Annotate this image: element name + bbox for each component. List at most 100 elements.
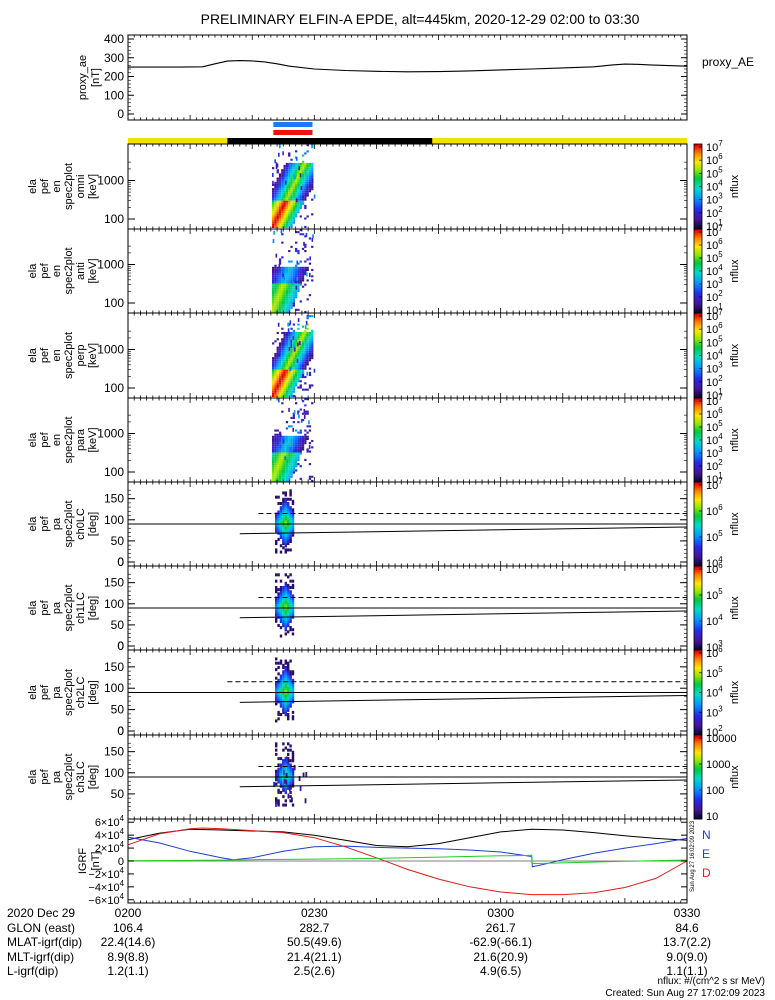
spectrogram-label-4: anti: [75, 262, 87, 280]
footer-value: 1.1(1.1): [666, 964, 708, 978]
spectrogram-ytick: 100: [104, 381, 124, 395]
pitch-angle-ytick: 100: [104, 766, 124, 780]
colorbar-tick: 104: [706, 555, 723, 570]
colorbar-tick: 105: [706, 334, 723, 349]
loss-cone-line: [239, 694, 688, 703]
figure-title: PRELIMINARY ELFIN-A EPDE, alt=445km, 202…: [201, 11, 640, 27]
pitch-angle-ytick: 0: [117, 639, 124, 653]
footer-label: GLON (east): [7, 920, 76, 935]
spectrogram-ytick: 1000: [97, 174, 124, 188]
proxy-ae-ytick: 0: [117, 107, 124, 121]
pitch-angle-ytick: 150: [104, 745, 124, 759]
spectrogram-label-5: [keV]: [87, 258, 99, 283]
loss-cone-line: [239, 779, 688, 788]
colorbar-tick: 101: [706, 387, 723, 402]
footer-value: 4.9(6.5): [479, 964, 522, 978]
colorbar-tick: 105: [706, 665, 723, 680]
igrf-legend-N: N: [702, 828, 711, 842]
igrf-series-D: [127, 827, 688, 896]
spectrogram-label-2: en: [51, 349, 63, 361]
colorbar-tick: 106: [706, 406, 723, 421]
spectrogram-label-1: pef: [39, 347, 51, 363]
colorbar-tick: 10: [706, 811, 718, 823]
igrf-ytick: 6×104: [95, 814, 125, 829]
igrf-ytick: −4×104: [88, 879, 124, 894]
spectrogram-label-2: en: [51, 434, 63, 446]
proxy-ae-right-label: proxy_AE: [702, 55, 754, 69]
colorbar-tick: 100: [706, 785, 724, 797]
pitch-angle-label-3: spec2plot: [63, 584, 75, 631]
spectrogram-label-5: [keV]: [87, 174, 99, 199]
colorbar-tick: 107: [706, 393, 723, 408]
igrf-series-Z: [127, 854, 688, 865]
colorbar-tick: 103: [706, 704, 723, 719]
colorbar-tick: 102: [706, 205, 723, 220]
footer-value: 13.7(2.2): [662, 935, 712, 949]
pitch-angle-ytick: 150: [104, 492, 124, 506]
pitch-angle-ytick-zero: 0: [117, 555, 124, 569]
colorbar-tick: 104: [706, 432, 723, 447]
footer-value: 261.7: [485, 920, 516, 935]
colorbar-tick: 103: [706, 276, 723, 291]
colorbar-tick: 101: [706, 471, 723, 486]
spectrogram-label-0: ela: [27, 263, 39, 279]
igrf-ytick: −6×104: [88, 892, 124, 907]
colorbar-tick: 105: [706, 250, 723, 265]
colorbar-tick: 106: [706, 321, 723, 336]
igrf-unit: [nT]: [90, 852, 102, 871]
proxy-ae-ytick: 200: [104, 70, 124, 84]
spectrogram-label-2: en: [51, 265, 63, 277]
colorbar-label: nflux: [729, 343, 741, 367]
pitch-angle-label-5: [deg]: [87, 596, 99, 620]
colorbar-tick: 107: [706, 139, 723, 154]
pitch-angle-label-4: ch2LC: [75, 677, 87, 709]
colorbar-tick: 106: [706, 237, 723, 252]
pitch-angle-ytick: 100: [104, 513, 124, 527]
loss-cone-line: [239, 526, 688, 535]
igrf-series-N: [127, 828, 688, 848]
igrf-series-E: [127, 836, 688, 868]
pitch-angle-label-2: pa: [51, 686, 63, 699]
pitch-angle-label-3: spec2plot: [63, 500, 75, 547]
pitch-angle-label-4: ch1LC: [75, 592, 87, 624]
created-timestamp: Created: Sun Aug 27 17:02:09 2023: [605, 988, 765, 999]
pitch-angle-label-4: ch3LC: [75, 761, 87, 793]
spectrogram-ytick: 100: [104, 212, 124, 226]
spectrogram-label-0: ela: [27, 432, 39, 448]
pitch-angle-ytick: 50: [111, 787, 125, 801]
spectrogram-label-3: spec2plot: [63, 247, 75, 294]
footer-label: MLAT-igrf(dip): [7, 935, 83, 949]
spectrogram-ytick: 100: [104, 465, 124, 479]
pitch-angle-label-0: ela: [27, 684, 39, 700]
pitch-angle-label-1: pef: [39, 515, 51, 531]
colorbar-tick: 102: [706, 458, 723, 473]
pitch-angle-ytick: 50: [111, 534, 125, 548]
colorbar-5: 104 105 106 107 nflux: [693, 477, 741, 570]
units-note: nflux: #/(cm^2 s sr MeV): [657, 976, 766, 987]
pitch-angle-ytick-zero: 0: [117, 724, 124, 738]
spectrogram-ytick: 1000: [97, 258, 124, 272]
pitch-angle-ytick: 0: [117, 724, 124, 738]
spectrogram-2: [272, 229, 314, 313]
pitch-angle-label-0: ela: [27, 769, 39, 785]
pitch-angle-label-5: [deg]: [87, 680, 99, 704]
igrf-ytick: 0: [118, 856, 124, 868]
colorbar-tick: 106: [706, 645, 723, 660]
colorbar-label: nflux: [729, 428, 741, 452]
footer-label: MLT-igrf(dip): [7, 949, 75, 964]
pitch-angle-ytick: 100: [104, 681, 124, 695]
colorbar-label: nflux: [729, 680, 741, 704]
pitch-angle-spectrogram-5: [275, 489, 295, 554]
colorbar-tick: 104: [706, 263, 723, 278]
spectrogram-label-4: perp: [75, 344, 87, 366]
footer-value: 9.0(9.0): [666, 949, 708, 964]
igrf-ytick: 4×104: [95, 827, 125, 842]
science-bar-blue: [273, 122, 313, 127]
pitch-angle-label-4: ch0LC: [75, 508, 87, 540]
colorbar-tick: 106: [706, 561, 723, 576]
footer-value: 0230: [300, 906, 328, 920]
footer-value: 50.5(49.6): [286, 935, 342, 949]
colorbar-tick: 10000: [706, 733, 737, 745]
